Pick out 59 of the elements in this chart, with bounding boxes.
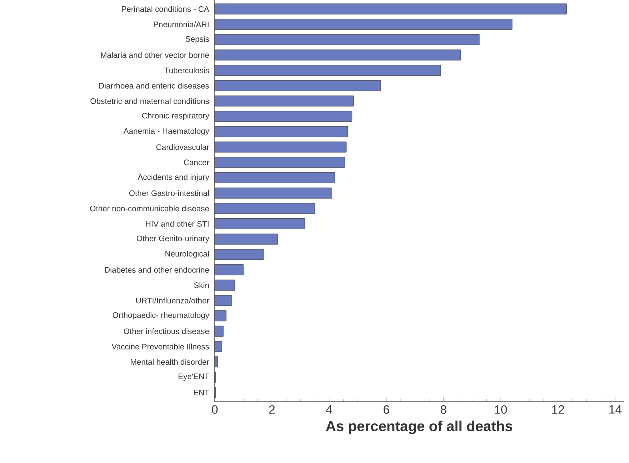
y-tick-label: Eye'ENT	[178, 374, 210, 382]
bar	[214, 111, 352, 122]
bar	[214, 295, 232, 306]
y-tick-label: Aanemia - Haematology	[124, 128, 210, 136]
bar	[214, 341, 222, 352]
y-tick-label: Vaccine Preventable Illness	[112, 344, 210, 350]
bar	[214, 203, 316, 214]
bar	[214, 126, 348, 138]
y-tick-label: Other Gastro-intestinal	[129, 190, 209, 196]
y-tick-label: HIV and other STI	[146, 221, 209, 227]
y-tick-label: Diarrhoea and enteric diseases	[99, 82, 210, 89]
bar	[214, 34, 480, 46]
y-tick-label: URTI/Influenza/other	[136, 298, 210, 304]
bar	[214, 65, 442, 76]
bar	[214, 356, 218, 368]
y-tick-label: Mental health disorder	[131, 359, 210, 366]
x-tick-label: 12	[552, 406, 564, 414]
y-tick-label: Malaria and other vector borne	[101, 52, 210, 58]
x-tick-label: 10	[495, 406, 508, 414]
x-tick-label: 4	[326, 406, 332, 414]
y-tick-label: Chronic respiratory	[142, 112, 210, 120]
bar	[214, 326, 224, 337]
y-tick-label: Sepsis	[186, 36, 210, 44]
y-tick-label: Other non-communicable disease	[90, 206, 210, 212]
bar	[214, 188, 332, 199]
y-tick-label: Accidents and injury	[138, 174, 210, 182]
bar	[214, 249, 264, 260]
bar	[214, 172, 336, 184]
bar	[214, 310, 227, 322]
bar	[214, 4, 567, 15]
y-tick-label: Diabetes and other endocrine	[105, 267, 210, 273]
x-tick-label: 0	[212, 406, 218, 414]
y-tick-label: ENT	[194, 390, 210, 396]
bar	[214, 264, 244, 276]
x-tick-label: 14	[610, 406, 622, 414]
bar	[214, 234, 278, 245]
y-tick-label: Orthopaedic- rheumatology	[112, 312, 210, 320]
y-tick-label: Obstetric and maternal conditions	[90, 98, 210, 104]
bar	[214, 19, 513, 30]
x-tick-label: 6	[384, 406, 390, 414]
y-tick-label: Perinatal conditions - CA	[122, 6, 210, 12]
y-tick-label: Other infectious disease	[124, 328, 210, 334]
bar	[214, 218, 306, 230]
bar	[214, 96, 354, 107]
y-tick-label: Cancer	[184, 160, 210, 166]
x-tick-label: 8	[440, 406, 447, 414]
bar	[214, 80, 382, 92]
bar	[214, 280, 236, 291]
bar	[214, 157, 346, 168]
y-tick-label: Tuberculosis	[164, 68, 210, 74]
y-tick-label: Neurological	[166, 250, 209, 258]
y-tick-label: Other Genito-urinary	[136, 236, 210, 244]
x-tick-label: 2	[269, 406, 275, 414]
y-tick-label: Cardiovascular	[156, 144, 210, 150]
bar	[214, 50, 462, 61]
x-axis-title: As percentage of all deaths	[326, 420, 513, 434]
y-tick-label: Skin	[194, 282, 210, 288]
bar	[214, 142, 347, 153]
y-tick-label: Pneumonia/ARI	[154, 22, 209, 28]
